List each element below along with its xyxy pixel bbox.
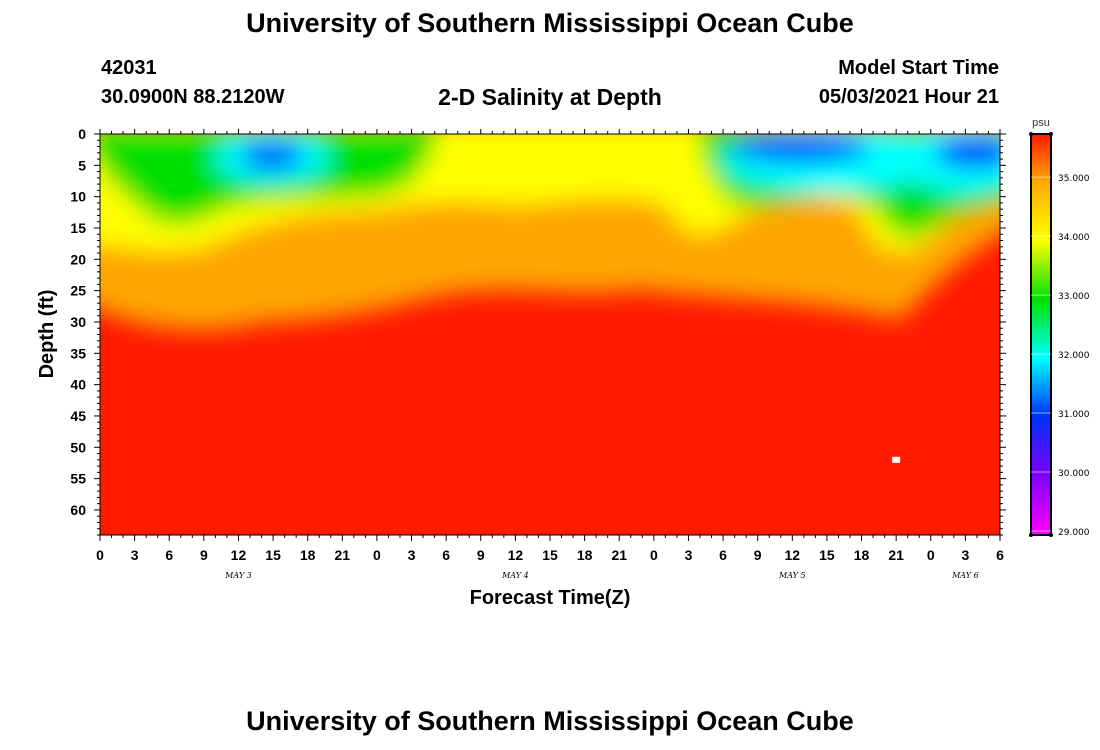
x-tick-label: 15 [265, 547, 281, 563]
x-tick-label: 9 [477, 547, 485, 563]
x-axis: 0 3 6 9 12 15 18 21 0 3 6 9 12 15 18 21 0 3 6 9 12 15 18 21 0 3 6 M… [96, 129, 1004, 580]
y-tick-label: 20 [70, 251, 86, 267]
y-tick-label: 10 [70, 189, 86, 205]
salinity-core-blue [240, 142, 304, 170]
data-marker [892, 456, 901, 463]
footer-title: University of Southern Mississippi Ocean… [246, 706, 854, 736]
x-tick-label: 6 [996, 547, 1004, 563]
station-id: 42031 [101, 57, 157, 79]
x-tick-label: 12 [785, 547, 801, 563]
x-tick-label: 18 [577, 547, 593, 563]
y-tick-label: 15 [70, 220, 86, 236]
x-tick-label: 21 [611, 547, 627, 563]
y-tick-label: 35 [70, 345, 86, 361]
x-day-label: MAY 4 [501, 571, 529, 580]
x-tick-label: 3 [131, 547, 139, 563]
model-start-value: 05/03/2021 Hour 21 [818, 86, 999, 108]
y-tick-label: 25 [70, 283, 86, 299]
y-tick-label: 30 [70, 314, 86, 330]
y-tick-label: 50 [70, 439, 86, 455]
salinity-core-blue [730, 134, 870, 162]
x-tick-label: 12 [231, 547, 247, 563]
x-tick-label: 9 [200, 547, 208, 563]
x-tick-label: 6 [442, 547, 450, 563]
x-tick-label: 0 [927, 547, 935, 563]
colorbar-legend: psu 29.000 30.000 31.000 32.000 33.000 34.000… [1029, 117, 1090, 538]
colorbar-tick-label: 29.000 [1058, 528, 1090, 538]
colorbar-tick-label: 35.000 [1058, 174, 1090, 184]
x-tick-label: 6 [165, 547, 173, 563]
colorbar-tick-label: 33.000 [1058, 292, 1090, 302]
model-start-label: Model Start Time [838, 57, 999, 79]
y-axis-title: Depth (ft) [36, 290, 58, 379]
x-tick-label: 21 [888, 547, 904, 563]
page-title: University of Southern Mississippi Ocean… [246, 8, 854, 38]
x-day-label: MAY 6 [951, 571, 979, 580]
y-tick-label: 40 [70, 377, 86, 393]
x-tick-label: 0 [373, 547, 381, 563]
salinity-core-blue [935, 136, 1000, 168]
x-tick-label: 12 [508, 547, 524, 563]
colorbar-tick-label: 31.000 [1058, 410, 1090, 420]
x-tick-label: 18 [300, 547, 316, 563]
x-tick-label: 3 [408, 547, 416, 563]
y-tick-label: 0 [78, 126, 86, 142]
x-tick-label: 9 [754, 547, 762, 563]
y-axis: 0 5 10 15 20 25 30 35 40 45 50 55 60 [70, 126, 1006, 536]
x-tick-label: 21 [335, 547, 351, 563]
x-tick-label: 15 [542, 547, 558, 563]
x-tick-label: 18 [854, 547, 870, 563]
colorbar-gradient [1030, 133, 1052, 536]
colorbar-tick-label: 32.000 [1058, 351, 1090, 361]
x-tick-label: 15 [819, 547, 835, 563]
x-tick-label: 0 [650, 547, 658, 563]
y-tick-label: 55 [70, 471, 86, 487]
x-tick-label: 3 [685, 547, 693, 563]
plot-title: 2-D Salinity at Depth [438, 84, 662, 110]
salinity-band-orange [580, 200, 840, 280]
colorbar-unit: psu [1032, 117, 1050, 129]
station-coordinates: 30.0900N 88.2120W [101, 86, 285, 108]
colorbar-tick-label: 34.000 [1058, 233, 1090, 243]
x-day-label: MAY 5 [778, 571, 806, 580]
x-tick-label: 0 [96, 547, 104, 563]
y-tick-label: 5 [78, 157, 86, 173]
y-tick-label: 60 [70, 502, 86, 518]
y-tick-label: 45 [70, 408, 86, 424]
x-tick-label: 3 [961, 547, 969, 563]
x-day-label: MAY 3 [224, 571, 252, 580]
heatmap-plot-area [100, 134, 1000, 535]
colorbar-tick-label: 30.000 [1058, 469, 1090, 479]
x-axis-title: Forecast Time(Z) [470, 587, 631, 609]
x-tick-label: 6 [719, 547, 727, 563]
salinity-contours [100, 134, 1000, 330]
